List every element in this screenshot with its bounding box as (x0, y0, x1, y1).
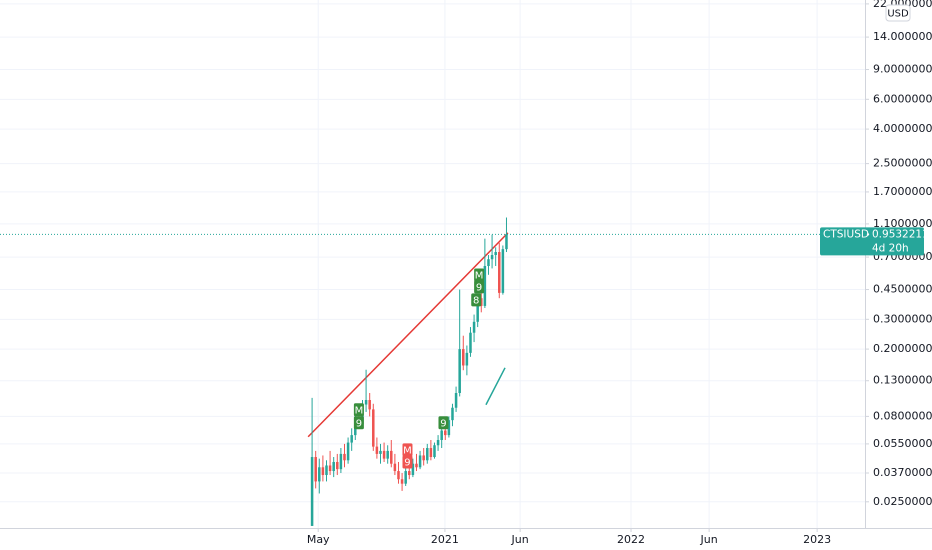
candle-body (390, 450, 393, 464)
price-label-value: 0.95322118 (872, 228, 932, 240)
td-marker-label: 9 (476, 282, 482, 293)
candle-body (454, 392, 458, 408)
td-marker (402, 455, 413, 469)
td-marker-label: 9 (356, 418, 362, 429)
td-marker (471, 293, 482, 307)
x-tick-label: Jun (511, 533, 529, 546)
candle-body (498, 252, 501, 293)
candle-body (447, 420, 451, 436)
td-marker (474, 280, 485, 294)
countdown: 4d 20h (872, 242, 909, 254)
y-tick-label: 2.50000000 (873, 157, 932, 170)
candle-body (440, 430, 443, 441)
candle-body (418, 455, 422, 468)
td-marker-label: 8 (473, 295, 479, 306)
candle-body (458, 349, 461, 393)
candle-body (476, 298, 479, 322)
candle-body (343, 453, 346, 461)
candle-body (310, 457, 314, 526)
candle-body (393, 463, 397, 472)
candle-body (415, 463, 418, 468)
candle-body (469, 332, 472, 353)
td-marker (474, 268, 485, 282)
price-label-symbol: CTSIUSD (823, 228, 869, 240)
candle-body (505, 234, 508, 250)
x-tick-label: 2021 (431, 533, 459, 546)
candle-body (325, 465, 328, 476)
candle-body (501, 249, 505, 293)
separator-dot (866, 233, 870, 236)
price-label-box (820, 227, 924, 256)
candle-body (318, 467, 321, 482)
y-tick-label: 6.00000000 (873, 92, 932, 105)
td-marker-label: 9 (404, 457, 410, 468)
candle-body (332, 461, 335, 472)
candle-body (422, 455, 425, 461)
candle-body (444, 430, 447, 436)
y-tick-label: 14.00000000 (873, 30, 932, 43)
td-marker-label: 9 (440, 418, 446, 429)
candle-body (375, 446, 379, 454)
x-tick-label: May (307, 533, 330, 546)
candle-body (472, 321, 476, 333)
td-marker-label: M (403, 445, 412, 456)
td-marker (402, 443, 413, 457)
candle-body (480, 298, 483, 306)
candle-body (386, 450, 389, 459)
candle-body (379, 450, 382, 454)
td-marker (353, 403, 364, 417)
candle-body (397, 471, 400, 480)
candle-body (372, 409, 375, 447)
td-marker (353, 416, 364, 430)
candle-body (336, 461, 339, 470)
candle-body (408, 471, 411, 476)
candle-body (368, 399, 371, 410)
td-marker-label: M (355, 405, 364, 416)
candle-body (404, 471, 407, 484)
candle-body (494, 252, 497, 256)
candle-body (400, 479, 404, 484)
candle-body (429, 448, 433, 458)
y-tick-label: 4.00000000 (873, 122, 932, 135)
candle-body (426, 448, 429, 461)
candle-body (382, 450, 386, 459)
candle-body (462, 349, 465, 366)
candle-body (433, 445, 436, 458)
candle-body (364, 399, 368, 405)
trend-line (485, 367, 506, 406)
candle-body (487, 259, 490, 267)
candle-body (339, 453, 343, 470)
candle-body (346, 442, 350, 461)
td-marker-label: M (475, 270, 484, 281)
currency: USD (887, 9, 909, 20)
candle-body (411, 463, 415, 476)
y-tick-label: 9.00000000 (873, 63, 932, 76)
candle-body (350, 435, 353, 443)
currency-box (885, 4, 911, 22)
candle-body (490, 255, 494, 260)
candle-body (321, 467, 325, 476)
candle-body (328, 465, 332, 472)
x-tick-label: Jun (700, 533, 718, 546)
x-tick-label: 2023 (803, 533, 831, 546)
td-marker (438, 416, 449, 430)
y-tick-label: 0.02500000 (873, 495, 932, 508)
candle-body (436, 440, 440, 446)
candle-body (483, 266, 487, 306)
candle-body (451, 407, 454, 421)
trend-line (307, 232, 509, 438)
candle-body (314, 457, 317, 482)
x-tick-label: 2022 (617, 533, 645, 546)
candle-body (465, 352, 469, 366)
